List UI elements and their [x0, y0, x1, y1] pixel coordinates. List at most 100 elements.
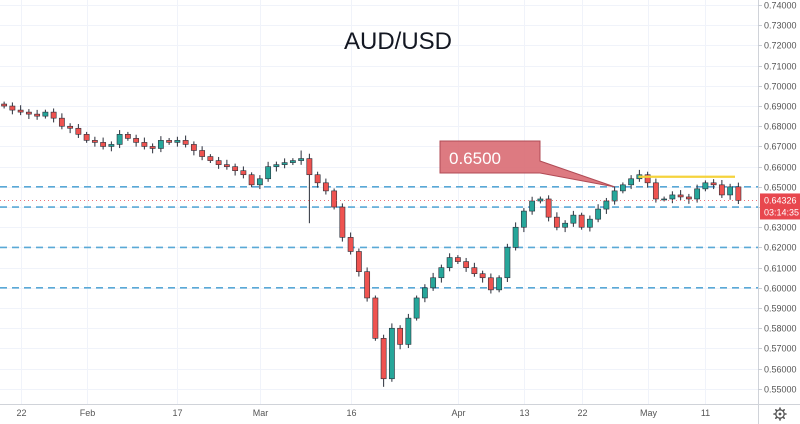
y-tick-label: 0.70000: [764, 82, 797, 92]
x-tick-label: 11: [701, 408, 710, 418]
candle: [702, 180, 709, 192]
y-tick-label: 0.66000: [764, 163, 797, 173]
candle: [694, 184, 701, 203]
candle: [413, 295, 420, 321]
candle: [735, 182, 742, 205]
candle: [628, 175, 635, 190]
price-axis[interactable]: 0.74000 0.73000 0.72000 0.71000 0.70000 0.690…: [758, 1, 800, 395]
y-tick-label: 0.62000: [764, 243, 797, 253]
x-tick-label: 17: [172, 408, 182, 418]
x-tick-label: 16: [346, 408, 356, 418]
y-tick-label: 0.57000: [764, 344, 797, 354]
candle: [644, 171, 651, 188]
candle: [223, 159, 230, 170]
x-tick-label: Feb: [80, 408, 96, 418]
candle: [42, 109, 49, 119]
candle: [718, 179, 725, 198]
y-tick-label: 0.61000: [764, 264, 797, 274]
last-price-tag: [760, 193, 800, 220]
candle: [520, 208, 527, 233]
candle: [174, 136, 181, 147]
candle: [685, 193, 692, 204]
candle: [603, 197, 610, 214]
candle: [562, 220, 569, 233]
candle: [298, 150, 305, 165]
candle: [108, 141, 115, 152]
plot-area: [0, 0, 758, 404]
candle: [273, 161, 280, 172]
candle: [421, 284, 428, 303]
candle: [405, 313, 412, 349]
bar-countdown: 03:14:35: [764, 207, 799, 217]
x-tick-label: 22: [16, 408, 26, 418]
candle: [496, 275, 503, 293]
candle: [207, 154, 214, 164]
candle: [430, 272, 437, 291]
candle: [446, 253, 453, 272]
candle: [364, 267, 371, 302]
price-callout[interactable]: [439, 140, 615, 188]
candle: [463, 257, 470, 272]
candle: [289, 158, 296, 166]
candle: [347, 232, 354, 255]
candle: [199, 146, 206, 161]
candle: [50, 108, 57, 123]
candle: [232, 163, 239, 176]
candle: [380, 334, 387, 387]
candle: [652, 178, 659, 203]
candle: [471, 262, 478, 277]
candles: [1, 101, 742, 387]
candle: [91, 136, 98, 147]
candle: [322, 178, 329, 195]
x-tick-label: May: [640, 408, 658, 418]
candle: [75, 124, 82, 138]
x-tick-label: Apr: [451, 408, 465, 418]
candle: [116, 130, 123, 149]
candle: [133, 134, 140, 147]
candle: [58, 113, 65, 130]
x-tick-label: 22: [577, 408, 587, 418]
candle: [710, 179, 717, 190]
candle: [479, 270, 486, 283]
candle: [182, 135, 189, 148]
y-tick-label: 0.74000: [764, 1, 797, 11]
y-tick-label: 0.65000: [764, 183, 797, 193]
candle: [306, 153, 313, 224]
candle: [190, 141, 197, 156]
candle: [669, 191, 676, 204]
candle: [331, 188, 338, 210]
candle: [149, 143, 156, 154]
candle: [314, 171, 321, 188]
gear-icon[interactable]: [773, 407, 787, 421]
candle: [67, 123, 74, 134]
candle: [727, 183, 734, 200]
candle: [256, 175, 263, 190]
candle: [215, 156, 222, 169]
time-axis[interactable]: 22 Feb 17 Mar 16 Apr 13 22 May 11: [16, 408, 710, 418]
candle: [529, 196, 536, 215]
y-tick-label: 0.67000: [764, 142, 797, 152]
candle: [25, 109, 32, 119]
callout-label: 0.6500: [449, 149, 501, 168]
y-tick-label: 0.71000: [764, 62, 797, 72]
candle: [265, 161, 272, 182]
candle: [1, 101, 8, 109]
candle: [9, 102, 16, 115]
candle: [100, 137, 107, 150]
candle: [454, 255, 461, 265]
y-tick-label: 0.60000: [764, 284, 797, 294]
y-tick-label: 0.55000: [764, 385, 797, 395]
y-tick-label: 0.63000: [764, 223, 797, 233]
candle: [595, 204, 602, 223]
y-tick-label: 0.58000: [764, 324, 797, 334]
candle: [512, 222, 519, 251]
y-tick-label: 0.68000: [764, 122, 797, 132]
annotations: 0.6500: [0, 140, 758, 201]
y-tick-label: 0.59000: [764, 304, 797, 314]
candle: [619, 182, 626, 194]
last-price-label: 0.64326: [764, 195, 797, 205]
candle: [17, 105, 24, 116]
chart-title: AUD/USD: [344, 28, 452, 55]
candle: [388, 323, 395, 382]
